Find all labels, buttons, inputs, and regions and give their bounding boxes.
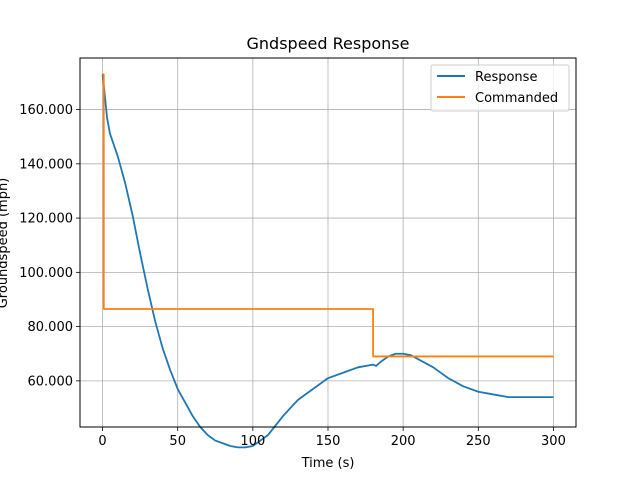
series-line-response [101, 74, 554, 449]
x-tick-label: 300 [541, 434, 566, 449]
x-tick-label: 150 [316, 434, 341, 449]
ticks: 0 50 100 150 200 250 300 60.000 80.000 100.000 120… [19, 103, 566, 449]
y-tick-label: 140.000 [19, 157, 73, 172]
y-axis-label: Groundspeed (mph) [0, 178, 11, 309]
chart-title: Gndspeed Response [247, 34, 410, 53]
grid [80, 58, 576, 427]
legend-label-commanded: Commanded [475, 91, 558, 106]
x-tick-label: 100 [240, 434, 265, 449]
y-tick-label: 120.000 [19, 212, 73, 227]
x-axis-label: Time (s) [301, 456, 355, 471]
series-line-commanded [102, 73, 554, 358]
x-tick-label: 200 [391, 434, 416, 449]
y-tick-label: 160.000 [19, 103, 73, 118]
series-layer [101, 73, 554, 449]
y-tick-label: 80.000 [28, 320, 74, 335]
x-tick-label: 50 [169, 434, 186, 449]
y-tick-label: 100.000 [19, 266, 73, 281]
legend: Response Commanded [430, 64, 570, 112]
x-tick-label: 0 [98, 434, 106, 449]
y-tick-label: 60.000 [28, 374, 74, 389]
legend-label-response: Response [475, 70, 537, 85]
x-tick-label: 250 [466, 434, 491, 449]
legend-box [430, 64, 570, 112]
